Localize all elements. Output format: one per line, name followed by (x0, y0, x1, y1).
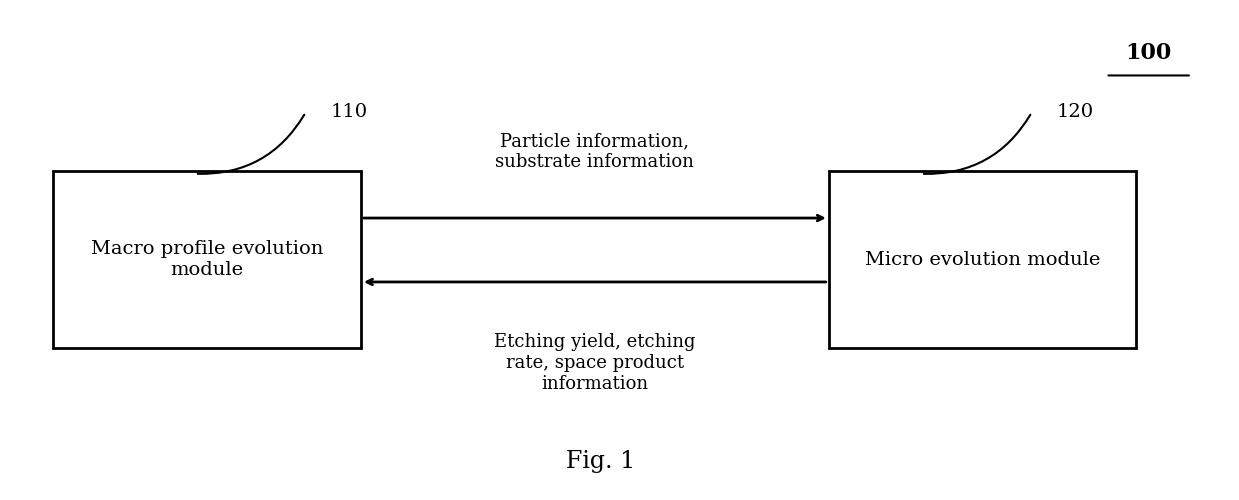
Text: 120: 120 (1057, 104, 1094, 122)
Text: 100: 100 (1125, 42, 1172, 64)
Text: Macro profile evolution
module: Macro profile evolution module (90, 240, 323, 279)
Text: Fig. 1: Fig. 1 (566, 450, 636, 473)
Text: Particle information,
substrate information: Particle information, substrate informat… (496, 132, 694, 171)
FancyBboxPatch shape (53, 172, 361, 348)
Text: 110: 110 (331, 104, 368, 122)
Text: Etching yield, etching
rate, space product
information: Etching yield, etching rate, space produ… (494, 334, 695, 393)
Text: Micro evolution module: Micro evolution module (865, 251, 1100, 269)
FancyBboxPatch shape (829, 172, 1136, 348)
